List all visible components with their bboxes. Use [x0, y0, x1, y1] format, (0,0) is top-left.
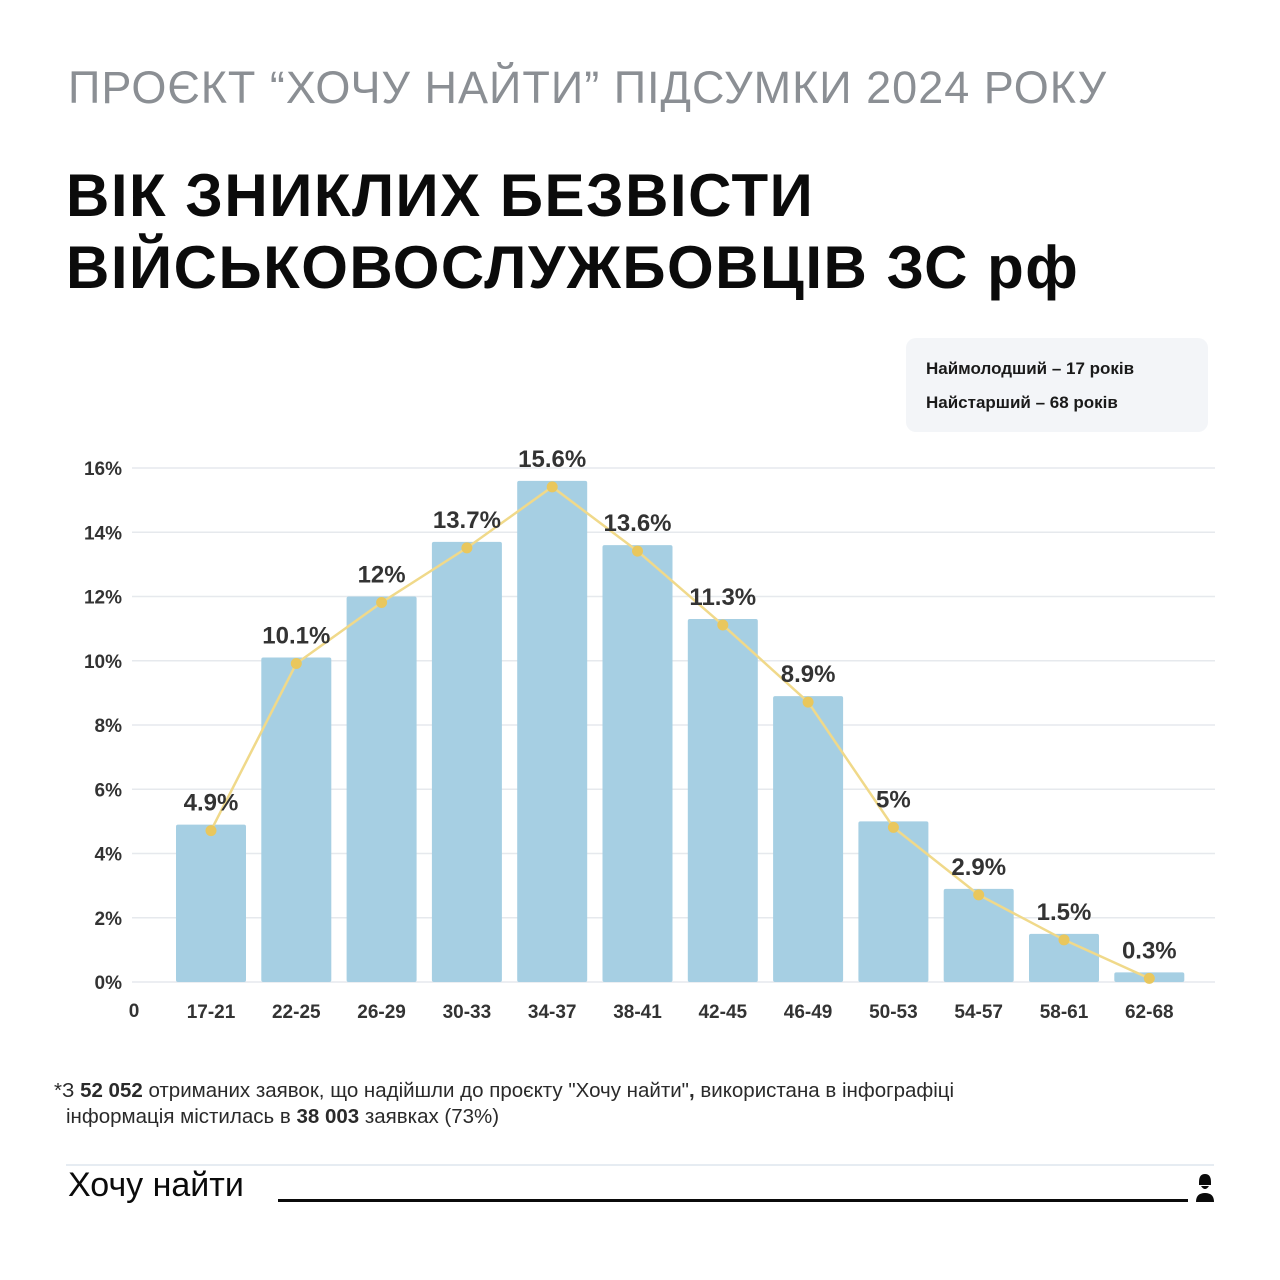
bar [431, 541, 502, 982]
data-label: 13.6% [603, 510, 671, 537]
oldest-age-label: Найстарший – 68 років [926, 393, 1118, 412]
brand-name: Хочу найти [68, 1166, 244, 1204]
footnote-line-1: *З 52 052 отриманих заявок, що надійшли … [54, 1078, 954, 1104]
data-label: 11.3% [689, 584, 756, 611]
data-point [205, 825, 217, 837]
x-tick-label: 42-45 [698, 1002, 747, 1023]
y-tick-label: 12% [84, 588, 122, 609]
bar [261, 657, 332, 982]
x-tick-label: 46-49 [784, 1002, 833, 1023]
y-tick-label: 14% [84, 523, 122, 544]
title-line-1: ВІК ЗНИКЛИХ БЕЗВІСТИ [66, 162, 815, 229]
bar [346, 596, 417, 982]
x-tick-label: 30-33 [443, 1002, 492, 1023]
y-tick-label: 6% [95, 780, 123, 801]
footnote-line-2: інформація містилась в 38 003 заявках (7… [54, 1104, 954, 1130]
bar [517, 480, 588, 982]
data-label: 10.1% [262, 623, 330, 650]
data-point [717, 619, 729, 631]
data-point [290, 658, 302, 670]
footnote-marker: * [54, 1079, 62, 1102]
data-label: 4.9% [184, 790, 239, 817]
footnote-total-count: 52 052 [80, 1079, 143, 1102]
x-tick-label: 50-53 [869, 1002, 918, 1023]
data-label: 1.5% [1037, 899, 1092, 926]
age-distribution-chart: 0% 2% 4% 6% 8% 10% 12% 14% 16% 0 17-21 22-25 26-29 30… [84, 446, 1215, 1023]
footer-divider [66, 1164, 1214, 1166]
data-point [887, 821, 899, 833]
data-point [802, 696, 814, 708]
footnote-text: заявках (73%) [359, 1105, 500, 1128]
data-point [1143, 972, 1155, 984]
data-point [461, 542, 473, 554]
y-tick-label: 8% [95, 716, 123, 737]
origin-label: 0 [129, 1001, 140, 1022]
brand-underline [278, 1199, 1188, 1202]
data-label: 15.6% [518, 446, 586, 473]
y-tick-label: 2% [95, 909, 123, 930]
youngest-age-label: Наймолодший – 17 років [926, 359, 1135, 378]
title-line-2: ВІЙСЬКОВОСЛУЖБОВЦІВ ЗС рф [66, 234, 1080, 301]
supertitle: ПРОЄКТ “ХОЧУ НАЙТИ” ПІДСУМКИ 2024 РОКУ [68, 62, 1108, 113]
x-tick-label: 34-37 [528, 1002, 577, 1023]
data-point [632, 545, 643, 557]
data-label: 2.9% [951, 854, 1006, 881]
data-label: 12% [358, 562, 406, 589]
x-tick-label: 58-61 [1040, 1002, 1089, 1023]
footnote-comma: , [688, 1079, 695, 1102]
y-tick-label: 10% [84, 652, 122, 673]
data-label: 0.3% [1122, 937, 1177, 964]
data-point [376, 597, 388, 608]
trend-line [209, 485, 1150, 980]
footnote: *З 52 052 отриманих заявок, що надійшли … [54, 1078, 954, 1130]
y-tick-label: 16% [84, 459, 122, 480]
data-point [546, 481, 558, 493]
y-tick-label: 4% [95, 845, 123, 866]
footnote-text: отриманих заявок, що надійшли до проєкту… [142, 1079, 689, 1102]
data-label: 13.7% [433, 507, 501, 534]
footnote-used-count: 38 003 [296, 1105, 360, 1128]
x-tick-label: 54-57 [954, 1002, 1003, 1023]
x-tick-label: 22-25 [272, 1002, 321, 1023]
bar [858, 821, 929, 982]
footnote-text: інформація містилась в [66, 1105, 297, 1128]
bar [687, 618, 758, 982]
bar [176, 824, 246, 982]
page-title: ВІК ЗНИКЛИХ БЕЗВІСТИ ВІЙСЬКОВОСЛУЖБОВЦІВ… [66, 160, 1079, 304]
data-label: 5% [876, 786, 911, 813]
age-range-info-box: Наймолодший – 17 років Найстарший – 68 р… [906, 338, 1208, 432]
x-tick-label: 62-68 [1125, 1002, 1174, 1023]
x-tick-label: 38-41 [613, 1002, 662, 1023]
footnote-text: З [61, 1079, 81, 1102]
x-tick-label: 26-29 [357, 1002, 406, 1023]
data-point [1058, 934, 1070, 946]
data-label: 8.9% [781, 661, 836, 688]
data-point [973, 889, 985, 901]
bar [943, 888, 1014, 982]
bar [602, 545, 673, 982]
x-tick-label: 17-21 [187, 1002, 236, 1023]
bar [1029, 933, 1099, 982]
bar [773, 696, 844, 982]
person-bust-icon [1196, 1174, 1214, 1202]
y-tick-label: 0% [95, 973, 123, 994]
footnote-text: використана в інфографіці [694, 1079, 955, 1102]
